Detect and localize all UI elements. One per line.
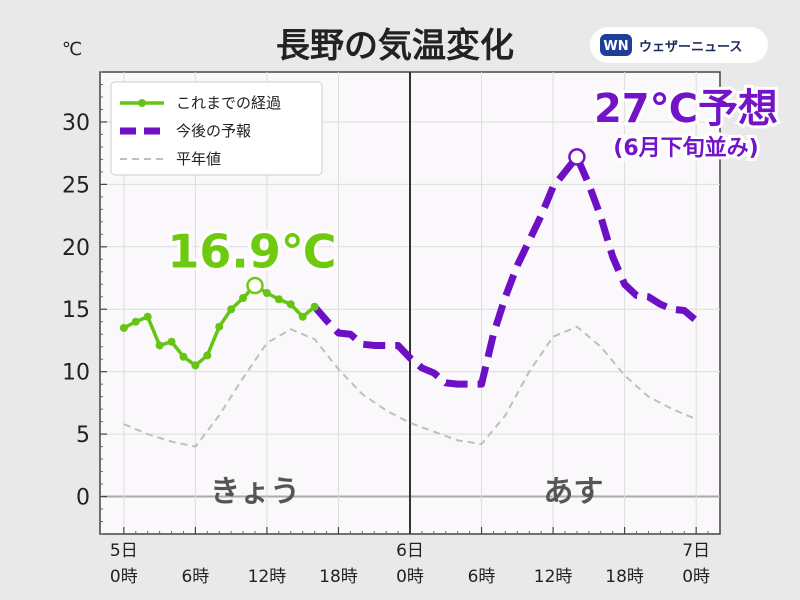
observed-point	[298, 312, 307, 321]
observed-point	[143, 312, 152, 321]
observed-point	[227, 305, 236, 314]
x-tick-label-hour: 0時	[682, 567, 710, 587]
x-tick-label-day: 5日	[110, 541, 138, 561]
observed-point	[191, 361, 200, 370]
legend-label: 今後の予報	[176, 122, 251, 140]
x-tick-label-day: 6日	[396, 541, 424, 561]
observed-point	[239, 294, 248, 303]
observed-point	[286, 300, 295, 309]
legend-label: 平年値	[176, 150, 221, 168]
observed-point	[131, 317, 140, 326]
y-tick-label: 10	[62, 361, 90, 386]
forecast-line	[311, 153, 699, 388]
observed-point	[119, 323, 128, 332]
y-tick-label: 15	[62, 298, 90, 323]
legend-label: これまでの経過	[176, 94, 281, 112]
x-tick-label-hour: 0時	[110, 567, 138, 587]
y-axis-ticks: 0 5 10 15 20 25 30	[62, 71, 107, 535]
legend-box	[110, 81, 323, 176]
x-tick-label-hour: 18時	[605, 567, 644, 587]
day-labels: きょう あす	[210, 475, 603, 510]
x-tick-label-hour: 0時	[396, 567, 424, 587]
x-tick-label-hour: 6時	[181, 567, 209, 587]
brand-name: ウェザーニュース	[639, 40, 742, 55]
day-label: きょう	[210, 475, 300, 510]
x-axis-ticks: 5日 0時 6時 12時 18時 6日 0時 6時 12時 18時 7日 0時	[110, 527, 710, 587]
annotations-layer: 16.9℃ 27℃予想 (6月下旬並み)	[164, 83, 781, 295]
observed-point	[155, 341, 164, 350]
series-layer	[119, 153, 699, 448]
y-axis-unit: ℃	[62, 39, 82, 60]
brand-logo: WN	[603, 39, 628, 54]
forecast-max-marker	[568, 148, 586, 166]
y-tick-label: 25	[62, 173, 90, 198]
day-label: あす	[543, 475, 603, 510]
x-tick-label-hour: 12時	[534, 567, 573, 587]
normal-temperature-line	[123, 325, 697, 448]
legend-swatch-observed-point	[138, 99, 146, 107]
y-tick-label: 30	[62, 111, 90, 136]
observed-point	[203, 351, 212, 360]
x-tick-label-hour: 6時	[468, 567, 496, 587]
y-tick-label: 20	[62, 236, 90, 261]
observed-point	[215, 322, 224, 331]
y-tick-label: 5	[76, 423, 90, 448]
chart-title: 長野の気温変化	[276, 26, 514, 66]
y-tick-label: 0	[76, 486, 90, 511]
max-temp-marker	[246, 276, 264, 295]
observed-point	[179, 352, 188, 361]
observed-point	[274, 295, 283, 304]
forecast-max-subannotation: (6月下旬並み)	[613, 135, 758, 161]
x-tick-label-hour: 18時	[319, 567, 358, 587]
x-tick-label-day: 7日	[682, 541, 710, 561]
x-tick-label-hour: 12時	[248, 567, 287, 587]
observed-point	[262, 289, 271, 298]
brand-badge: WN ウェザーニュース	[590, 27, 768, 63]
forecast-max-annotation: 27℃予想	[594, 86, 778, 132]
observed-point	[167, 337, 176, 346]
observed-point	[310, 302, 319, 311]
max-temp-annotation: 16.9℃	[167, 225, 336, 279]
